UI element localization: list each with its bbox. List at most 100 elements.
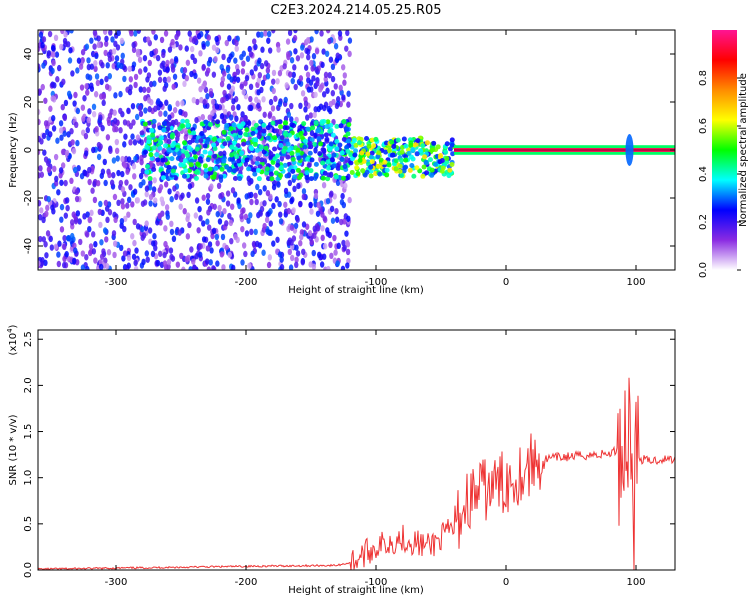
heat-cell — [330, 132, 336, 138]
heat-cell — [357, 157, 363, 163]
heat-cell — [300, 44, 305, 51]
heat-cell — [157, 125, 163, 131]
heat-cell — [73, 247, 78, 254]
heat-cell — [449, 137, 455, 143]
heat-cell — [46, 50, 52, 57]
heat-cell — [145, 256, 150, 263]
heat-cell — [244, 127, 250, 133]
heat-cell — [294, 256, 299, 263]
heat-cell — [41, 132, 47, 140]
heat-cell — [316, 127, 322, 133]
heat-cell — [166, 121, 172, 127]
heat-cell — [38, 235, 43, 243]
heat-cell — [140, 167, 146, 175]
heat-cell — [60, 104, 65, 111]
heat-cell — [316, 105, 321, 113]
heat-cell — [248, 83, 254, 91]
heat-cell — [146, 135, 152, 141]
heat-cell — [89, 82, 94, 89]
heat-cell — [82, 95, 87, 102]
heat-cell — [320, 234, 325, 242]
heat-cell — [38, 214, 43, 221]
heat-cell — [293, 48, 298, 55]
heat-cell — [148, 152, 154, 158]
heat-cell — [237, 176, 243, 182]
heat-cell — [326, 172, 332, 178]
heat-cell — [308, 176, 314, 182]
heat-cell — [303, 64, 309, 71]
heat-cell — [157, 139, 163, 145]
heat-cell — [262, 222, 267, 230]
heat-cell — [206, 224, 212, 231]
heat-cell — [188, 266, 193, 270]
heat-cell — [305, 36, 311, 44]
colorbar-tick-label: 0.6 — [698, 118, 709, 134]
heat-cell — [169, 134, 175, 140]
heat-cell — [198, 243, 203, 250]
heat-cell — [265, 189, 271, 197]
heat-cell — [155, 157, 161, 163]
heat-cell — [227, 35, 232, 42]
heat-cell — [122, 141, 127, 148]
heat-cell — [334, 207, 339, 215]
heat-cell — [39, 260, 45, 267]
heat-cell — [308, 79, 314, 86]
heat-cell — [194, 116, 199, 124]
heat-cell — [66, 90, 72, 98]
heat-cell — [87, 249, 93, 257]
heat-cell — [62, 255, 67, 263]
heat-cell — [217, 218, 223, 225]
heat-cell — [240, 68, 246, 75]
heat-cell — [58, 127, 64, 134]
heat-cell — [439, 157, 445, 163]
heat-cell — [330, 89, 336, 97]
heat-cell — [180, 118, 186, 124]
heat-cell — [151, 122, 156, 129]
heat-cell — [220, 76, 226, 83]
heat-cell — [377, 171, 383, 177]
heat-cell — [341, 136, 347, 142]
heat-cell — [253, 192, 258, 199]
snr-x-label: Height of straight line (km) — [288, 585, 424, 596]
heat-cell — [63, 179, 68, 187]
heat-cell — [241, 141, 247, 147]
heat-cell — [192, 57, 198, 65]
heat-cell — [208, 259, 213, 266]
heat-cell — [328, 56, 334, 63]
heat-cell — [241, 207, 246, 214]
heat-cell — [182, 80, 187, 88]
heat-cell — [320, 211, 325, 218]
heat-cell — [195, 161, 201, 167]
heat-cell — [161, 60, 166, 67]
heat-cell — [205, 93, 210, 100]
heat-cell — [120, 155, 125, 163]
heat-cell — [258, 144, 264, 150]
heat-cell — [345, 131, 351, 137]
heat-cell — [153, 197, 158, 204]
heat-cell — [95, 79, 101, 87]
heat-cell — [127, 65, 132, 73]
heat-cell — [53, 153, 59, 161]
heat-cell — [113, 40, 118, 48]
heat-cell — [229, 144, 235, 150]
colorbar-tick-label: 0.0 — [698, 262, 709, 278]
heat-cell — [153, 244, 158, 252]
heat-cell — [180, 162, 186, 168]
heat-cell — [301, 248, 306, 256]
heat-cell — [320, 175, 326, 181]
heat-cell — [144, 220, 149, 227]
heat-cell — [302, 138, 308, 144]
heat-cell — [102, 30, 108, 35]
heat-cell — [93, 257, 98, 264]
heat-cell — [107, 112, 113, 119]
heat-cell — [328, 241, 333, 249]
heat-cell — [205, 198, 211, 205]
heat-cell — [126, 156, 132, 163]
heat-cell — [143, 107, 148, 114]
heat-cell — [321, 91, 327, 98]
heat-cell — [198, 86, 203, 93]
heat-cell — [252, 141, 258, 147]
heat-cell — [421, 164, 427, 170]
heat-cell — [338, 84, 343, 92]
heat-cell — [320, 147, 326, 153]
